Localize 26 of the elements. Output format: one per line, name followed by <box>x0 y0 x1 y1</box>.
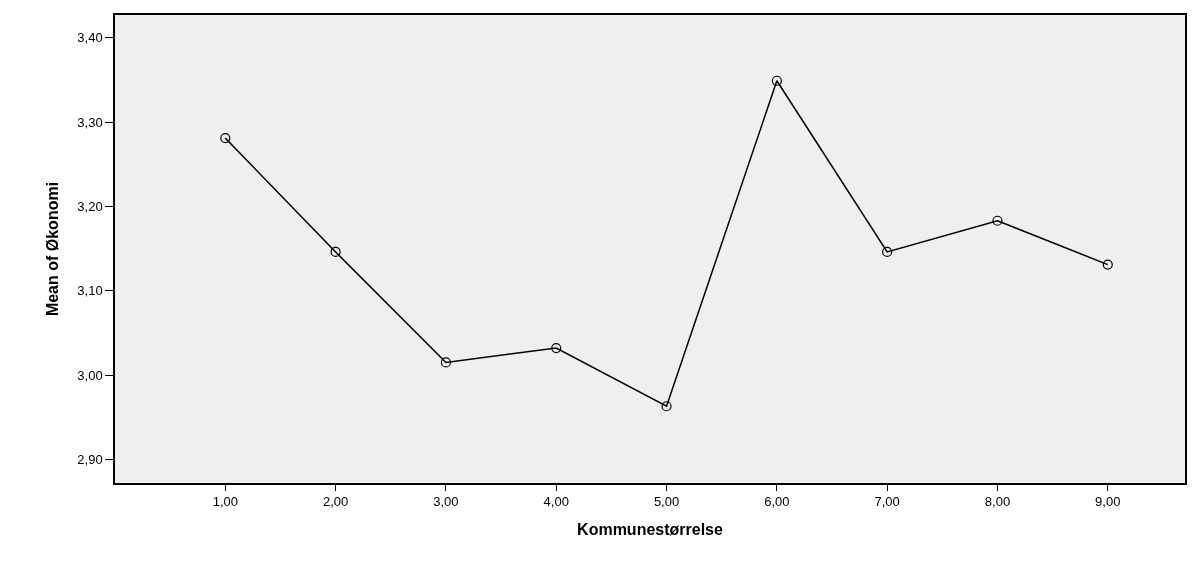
y-tick-label: 3,10 <box>77 283 103 299</box>
x-tick-label: 3,00 <box>433 494 459 510</box>
y-tick-label: 3,00 <box>77 367 103 383</box>
x-tick-label: 4,00 <box>543 494 569 510</box>
y-tick-label: 2,90 <box>77 451 103 467</box>
x-tick-label: 9,00 <box>1095 494 1121 510</box>
point <box>661 401 672 412</box>
point <box>992 215 1003 226</box>
x-tick-label: 6,00 <box>764 494 790 510</box>
point <box>551 342 562 354</box>
point <box>882 246 893 258</box>
x-tick-label: 7,00 <box>874 494 900 510</box>
x-tick-label: 2,00 <box>322 494 349 510</box>
x-tick-label: 5,00 <box>653 494 680 510</box>
point <box>220 133 231 144</box>
y-tick-label: 3,40 <box>77 30 103 46</box>
x-tick-label: 1,00 <box>212 494 238 510</box>
y-axis-title: Mean of Økonomi <box>43 181 61 317</box>
point <box>1102 259 1113 270</box>
x-tick-label: 8,00 <box>984 494 1011 510</box>
x-axis-title: Kommunestørrelse <box>577 520 724 538</box>
y-tick-label: 3,20 <box>77 198 103 214</box>
point <box>440 357 452 368</box>
point <box>771 75 782 86</box>
point <box>330 246 341 258</box>
y-tick-label: 3,30 <box>77 114 103 130</box>
